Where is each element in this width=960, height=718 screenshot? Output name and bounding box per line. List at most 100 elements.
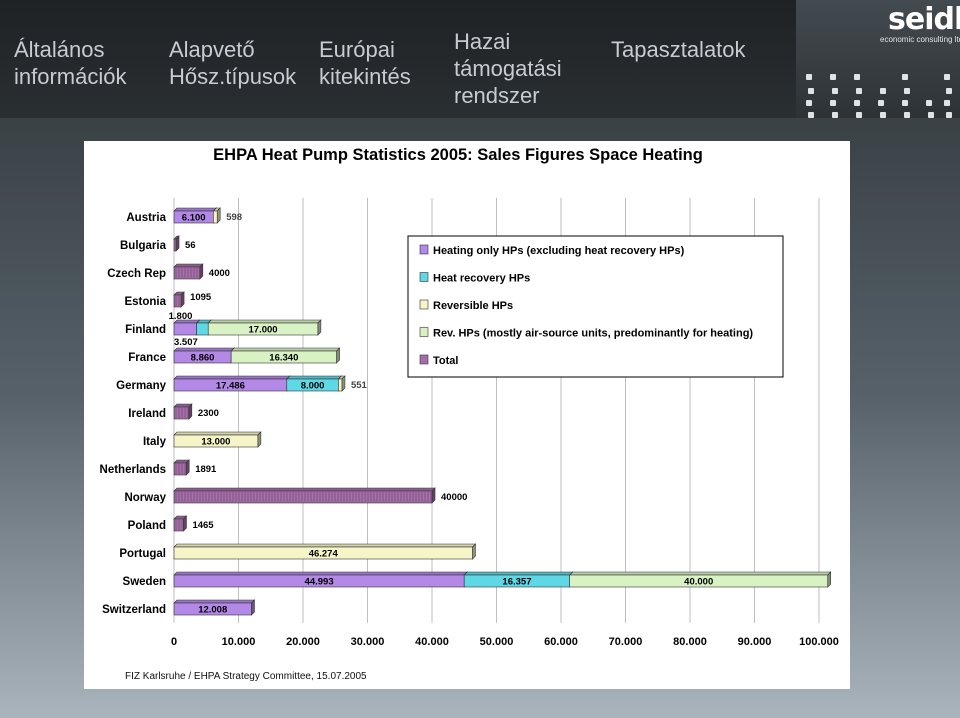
bar-side-face xyxy=(216,207,221,224)
logo-dot xyxy=(944,100,950,106)
y-category-label: Norway xyxy=(124,492,166,504)
bar-side-face xyxy=(827,571,832,588)
bar-value-label: 44.993 xyxy=(305,577,334,588)
logo-dot xyxy=(832,112,838,118)
x-tick-label: 40.000 xyxy=(415,636,449,648)
bar-side-face xyxy=(185,459,190,476)
bar-top-face xyxy=(173,431,262,436)
logo-dot xyxy=(856,88,862,94)
logo-dot xyxy=(946,88,952,94)
bar-total xyxy=(173,462,187,476)
bar-top-face xyxy=(173,599,256,604)
bar-value-label: 3.507 xyxy=(174,337,198,348)
bar-segment xyxy=(338,378,343,392)
bar-value-label: 16.357 xyxy=(502,577,531,588)
logo-dot xyxy=(902,74,908,80)
logo-dot xyxy=(830,74,836,80)
bar-segment xyxy=(207,322,319,336)
bar-segment xyxy=(173,434,259,448)
bar-segment xyxy=(173,322,197,336)
legend-entry: Rev. HPs (mostly air-source units, predo… xyxy=(433,328,753,340)
y-category-label: Austria xyxy=(126,212,166,224)
bar-value-label: 40000 xyxy=(441,492,467,503)
y-category-label: Portugal xyxy=(119,548,166,560)
nav-item-1[interactable]: Általános információk xyxy=(14,36,126,90)
bar-side-face xyxy=(257,431,262,448)
nav-item-3[interactable]: Európai kitekintés xyxy=(319,36,411,90)
y-category-label: Finland xyxy=(125,324,166,336)
bar-total xyxy=(173,490,433,504)
bar-value-label: 551 xyxy=(351,380,368,391)
logo-text: seidl xyxy=(888,2,960,37)
nav-item-2[interactable]: Alapvető Hősz.típusok xyxy=(169,36,296,90)
y-category-label: Switzerland xyxy=(102,604,166,616)
y-category-label: Italy xyxy=(143,436,167,448)
bar-segment xyxy=(569,574,829,588)
logo-tagline: economic consulting ltd. xyxy=(880,35,960,44)
x-tick-label: 70.000 xyxy=(609,636,643,648)
legend-swatch xyxy=(419,327,429,337)
bar-value-label: 1095 xyxy=(190,292,212,303)
nav-item-4[interactable]: Hazai támogatási rendszer xyxy=(454,28,562,109)
nav-item-5[interactable]: Tapasztalatok xyxy=(611,36,746,63)
bar-value-label: 16.340 xyxy=(269,353,298,364)
bar-top-face xyxy=(173,571,468,576)
bar-value-label: 46.274 xyxy=(309,549,339,560)
legend-entry: Heat recovery HPs xyxy=(433,273,530,285)
x-tick-label: 30.000 xyxy=(351,636,385,648)
chart-panel: EHPA Heat Pump Statistics 2005: Sales Fi… xyxy=(84,141,850,689)
logo-dot xyxy=(878,100,884,106)
x-tick-label: 60.000 xyxy=(544,636,578,648)
y-category-label: Bulgaria xyxy=(120,240,167,252)
logo-dot xyxy=(856,112,862,118)
x-tick-label: 10.000 xyxy=(222,636,256,648)
bar-side-face xyxy=(188,403,193,420)
bar-side-face xyxy=(251,599,255,616)
x-tick-label: 20.000 xyxy=(286,636,320,648)
bar-value-label: 17.000 xyxy=(249,325,278,336)
nav-item-label: Hazai xyxy=(454,29,511,54)
bar-value-label: 8.000 xyxy=(301,381,325,392)
legend-swatch xyxy=(419,299,429,310)
bar-side-face xyxy=(341,375,346,392)
x-tick-label: 100.000 xyxy=(799,636,839,648)
bar-value-label: 1891 xyxy=(195,464,217,475)
nav-item-label: rendszer xyxy=(454,83,540,108)
bar-side-face xyxy=(199,263,204,280)
bar-top-face xyxy=(173,487,436,492)
bar-top-face xyxy=(173,375,291,380)
bar-side-face xyxy=(180,291,185,308)
logo-dot xyxy=(808,112,814,118)
bar-segment xyxy=(196,322,209,336)
x-tick-label: 50.000 xyxy=(480,636,514,648)
x-tick-label: 80.000 xyxy=(673,636,707,648)
bar-side-face xyxy=(317,319,322,336)
bar-segment xyxy=(213,210,218,224)
nav-item-label: Európai xyxy=(319,37,395,62)
legend-entry: Reversible HPs xyxy=(433,300,513,312)
bar-segment xyxy=(173,546,473,560)
y-category-label: France xyxy=(128,352,166,364)
nav-item-label: kitekintés xyxy=(319,64,411,89)
nav-item-label: támogatási xyxy=(454,56,562,81)
logo-dot xyxy=(854,100,860,106)
bar-side-face xyxy=(431,487,436,504)
bar-value-label: 1.800 xyxy=(169,311,193,322)
logo-dot xyxy=(832,88,838,94)
logo-dot xyxy=(880,112,886,118)
bar-side-face xyxy=(175,235,180,252)
logo-area: seidl economic consulting ltd. xyxy=(796,0,960,118)
logo-dot xyxy=(902,100,908,106)
bar-total xyxy=(173,266,201,280)
bar-top-face xyxy=(286,375,343,380)
legend-box xyxy=(407,235,784,378)
bar-top-face xyxy=(173,263,204,268)
bar-total xyxy=(173,238,177,252)
chart-svg: EHPA Heat Pump Statistics 2005: Sales Fi… xyxy=(100,146,839,682)
logo-dot xyxy=(880,88,886,94)
y-category-label: Estonia xyxy=(124,296,166,308)
bar-segment xyxy=(173,602,252,616)
bar-value-label: 598 xyxy=(226,212,242,223)
bar-side-face xyxy=(472,543,476,560)
bar-value-label: 1465 xyxy=(192,520,214,531)
